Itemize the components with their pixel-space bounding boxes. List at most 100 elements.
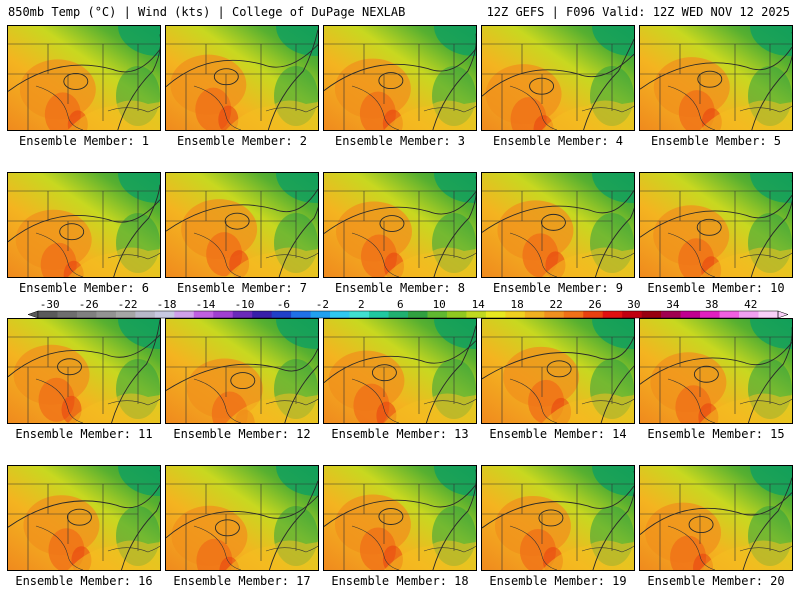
ensemble-map-panel xyxy=(165,172,319,278)
colorbar-swatch xyxy=(485,311,506,318)
colorbar-swatch xyxy=(38,311,58,318)
colorbar-tick-label: -22 xyxy=(118,300,138,311)
ensemble-member-label: Ensemble Member: 17 xyxy=(173,574,311,588)
colorbar-tick-label: -18 xyxy=(157,300,177,311)
temperature-map xyxy=(8,466,160,570)
temperature-map xyxy=(482,173,634,277)
ensemble-map-panel xyxy=(7,25,161,131)
temperature-map xyxy=(482,319,634,423)
colorbar-swatch xyxy=(174,311,195,318)
ensemble-map-panel xyxy=(323,465,477,571)
colorbar-swatch xyxy=(739,311,759,318)
colorbar-swatch xyxy=(193,311,214,318)
ensemble-map-panel xyxy=(323,318,477,424)
colorbar-swatch xyxy=(641,311,662,318)
ensemble-member-label: Ensemble Member: 3 xyxy=(334,134,466,148)
ensemble-member-label: Ensemble Member: 18 xyxy=(331,574,469,588)
colorbar-swatch xyxy=(291,311,311,318)
colorbar-swatch xyxy=(76,311,97,318)
ensemble-map-panel xyxy=(481,318,635,424)
ensemble-member-label: Ensemble Member: 16 xyxy=(15,574,153,588)
temperature-map xyxy=(8,173,160,277)
ensemble-member-label: Ensemble Member: 11 xyxy=(15,427,153,441)
map-title: 850mb Temp (°C) | Wind (kts) | College o… xyxy=(8,5,406,19)
colorbar-tick-label: 10 xyxy=(433,300,446,311)
colorbar-swatch xyxy=(310,311,331,318)
ensemble-map-panel xyxy=(323,25,477,131)
model-run-info: 12Z GEFS | F096 Valid: 12Z WED NOV 12 20… xyxy=(486,5,790,19)
ensemble-map-panel xyxy=(481,465,635,571)
colorbar-tick-label: -14 xyxy=(196,300,216,311)
colorbar-swatch xyxy=(408,311,428,318)
colorbar-swatch xyxy=(135,311,156,318)
temperature-map xyxy=(8,26,160,130)
ensemble-member-label: Ensemble Member: 7 xyxy=(176,281,308,295)
colorbar-tick-label: 30 xyxy=(627,300,640,311)
temperature-map xyxy=(640,26,792,130)
colorbar-swatch xyxy=(252,311,272,318)
ensemble-map-panel xyxy=(165,465,319,571)
ensemble-member-label: Ensemble Member: 5 xyxy=(650,134,782,148)
ensemble-map-panel xyxy=(165,318,319,424)
colorbar-swatch xyxy=(271,311,292,318)
colorbar-swatch xyxy=(661,311,681,318)
ensemble-map-panel xyxy=(639,318,793,424)
temperature-map xyxy=(166,466,318,570)
colorbar-swatch xyxy=(330,311,350,318)
ensemble-map-panel xyxy=(323,172,477,278)
temperature-map xyxy=(166,319,318,423)
colorbar-tick-label: -2 xyxy=(316,300,329,311)
colorbar-swatch xyxy=(719,311,740,318)
ensemble-member-label: Ensemble Member: 10 xyxy=(647,281,785,295)
ensemble-member-label: Ensemble Member: 12 xyxy=(173,427,311,441)
colorbar-tick-label: 18 xyxy=(510,300,523,311)
temperature-map xyxy=(482,26,634,130)
ensemble-member-label: Ensemble Member: 2 xyxy=(176,134,308,148)
ensemble-member-label: Ensemble Member: 19 xyxy=(489,574,627,588)
colorbar-swatch xyxy=(544,311,565,318)
ensemble-map-panel xyxy=(639,465,793,571)
temperature-map xyxy=(482,466,634,570)
colorbar-swatch xyxy=(154,311,175,318)
colorbar-swatch xyxy=(115,311,136,318)
colorbar-swatch xyxy=(388,311,409,318)
colorbar-tick-label: 22 xyxy=(549,300,562,311)
temperature-map xyxy=(8,319,160,423)
ensemble-map-panel xyxy=(7,172,161,278)
colorbar-swatch xyxy=(758,311,779,318)
colorbar-swatch xyxy=(232,311,253,318)
colorbar-tick-label: 26 xyxy=(588,300,601,311)
ensemble-member-label: Ensemble Member: 1 xyxy=(18,134,150,148)
ensemble-member-label: Ensemble Member: 15 xyxy=(647,427,785,441)
colorbar-swatch xyxy=(446,311,467,318)
colorbar-swatch xyxy=(602,311,623,318)
colorbar-tick-label: -26 xyxy=(79,300,99,311)
colorbar-swatch xyxy=(563,311,584,318)
colorbar-swatch xyxy=(622,311,642,318)
ensemble-map-panel xyxy=(481,25,635,131)
colorbar-swatch xyxy=(427,311,448,318)
colorbar-swatch xyxy=(680,311,701,318)
colorbar-swatch xyxy=(466,311,487,318)
colorbar-tick-label: -30 xyxy=(40,300,60,311)
ensemble-member-label: Ensemble Member: 4 xyxy=(492,134,624,148)
colorbar-tick-label: 42 xyxy=(744,300,757,311)
temperature-map xyxy=(640,466,792,570)
colorbar-tick-label: 14 xyxy=(472,300,486,311)
temperature-map xyxy=(166,173,318,277)
temperature-map xyxy=(324,173,476,277)
ensemble-member-label: Ensemble Member: 14 xyxy=(489,427,627,441)
colorbar-swatch xyxy=(524,311,545,318)
temperature-map xyxy=(324,26,476,130)
ensemble-map-panel xyxy=(639,25,793,131)
colorbar-swatch xyxy=(583,311,604,318)
ensemble-member-label: Ensemble Member: 6 xyxy=(18,281,150,295)
temperature-map xyxy=(166,26,318,130)
colorbar-swatch xyxy=(505,311,526,318)
ensemble-map-panel xyxy=(7,465,161,571)
colorbar-swatch xyxy=(96,311,117,318)
ensemble-member-label: Ensemble Member: 20 xyxy=(647,574,785,588)
colorbar-swatch xyxy=(700,311,720,318)
ensemble-member-label: Ensemble Member: 9 xyxy=(492,281,624,295)
ensemble-map-panel xyxy=(639,172,793,278)
